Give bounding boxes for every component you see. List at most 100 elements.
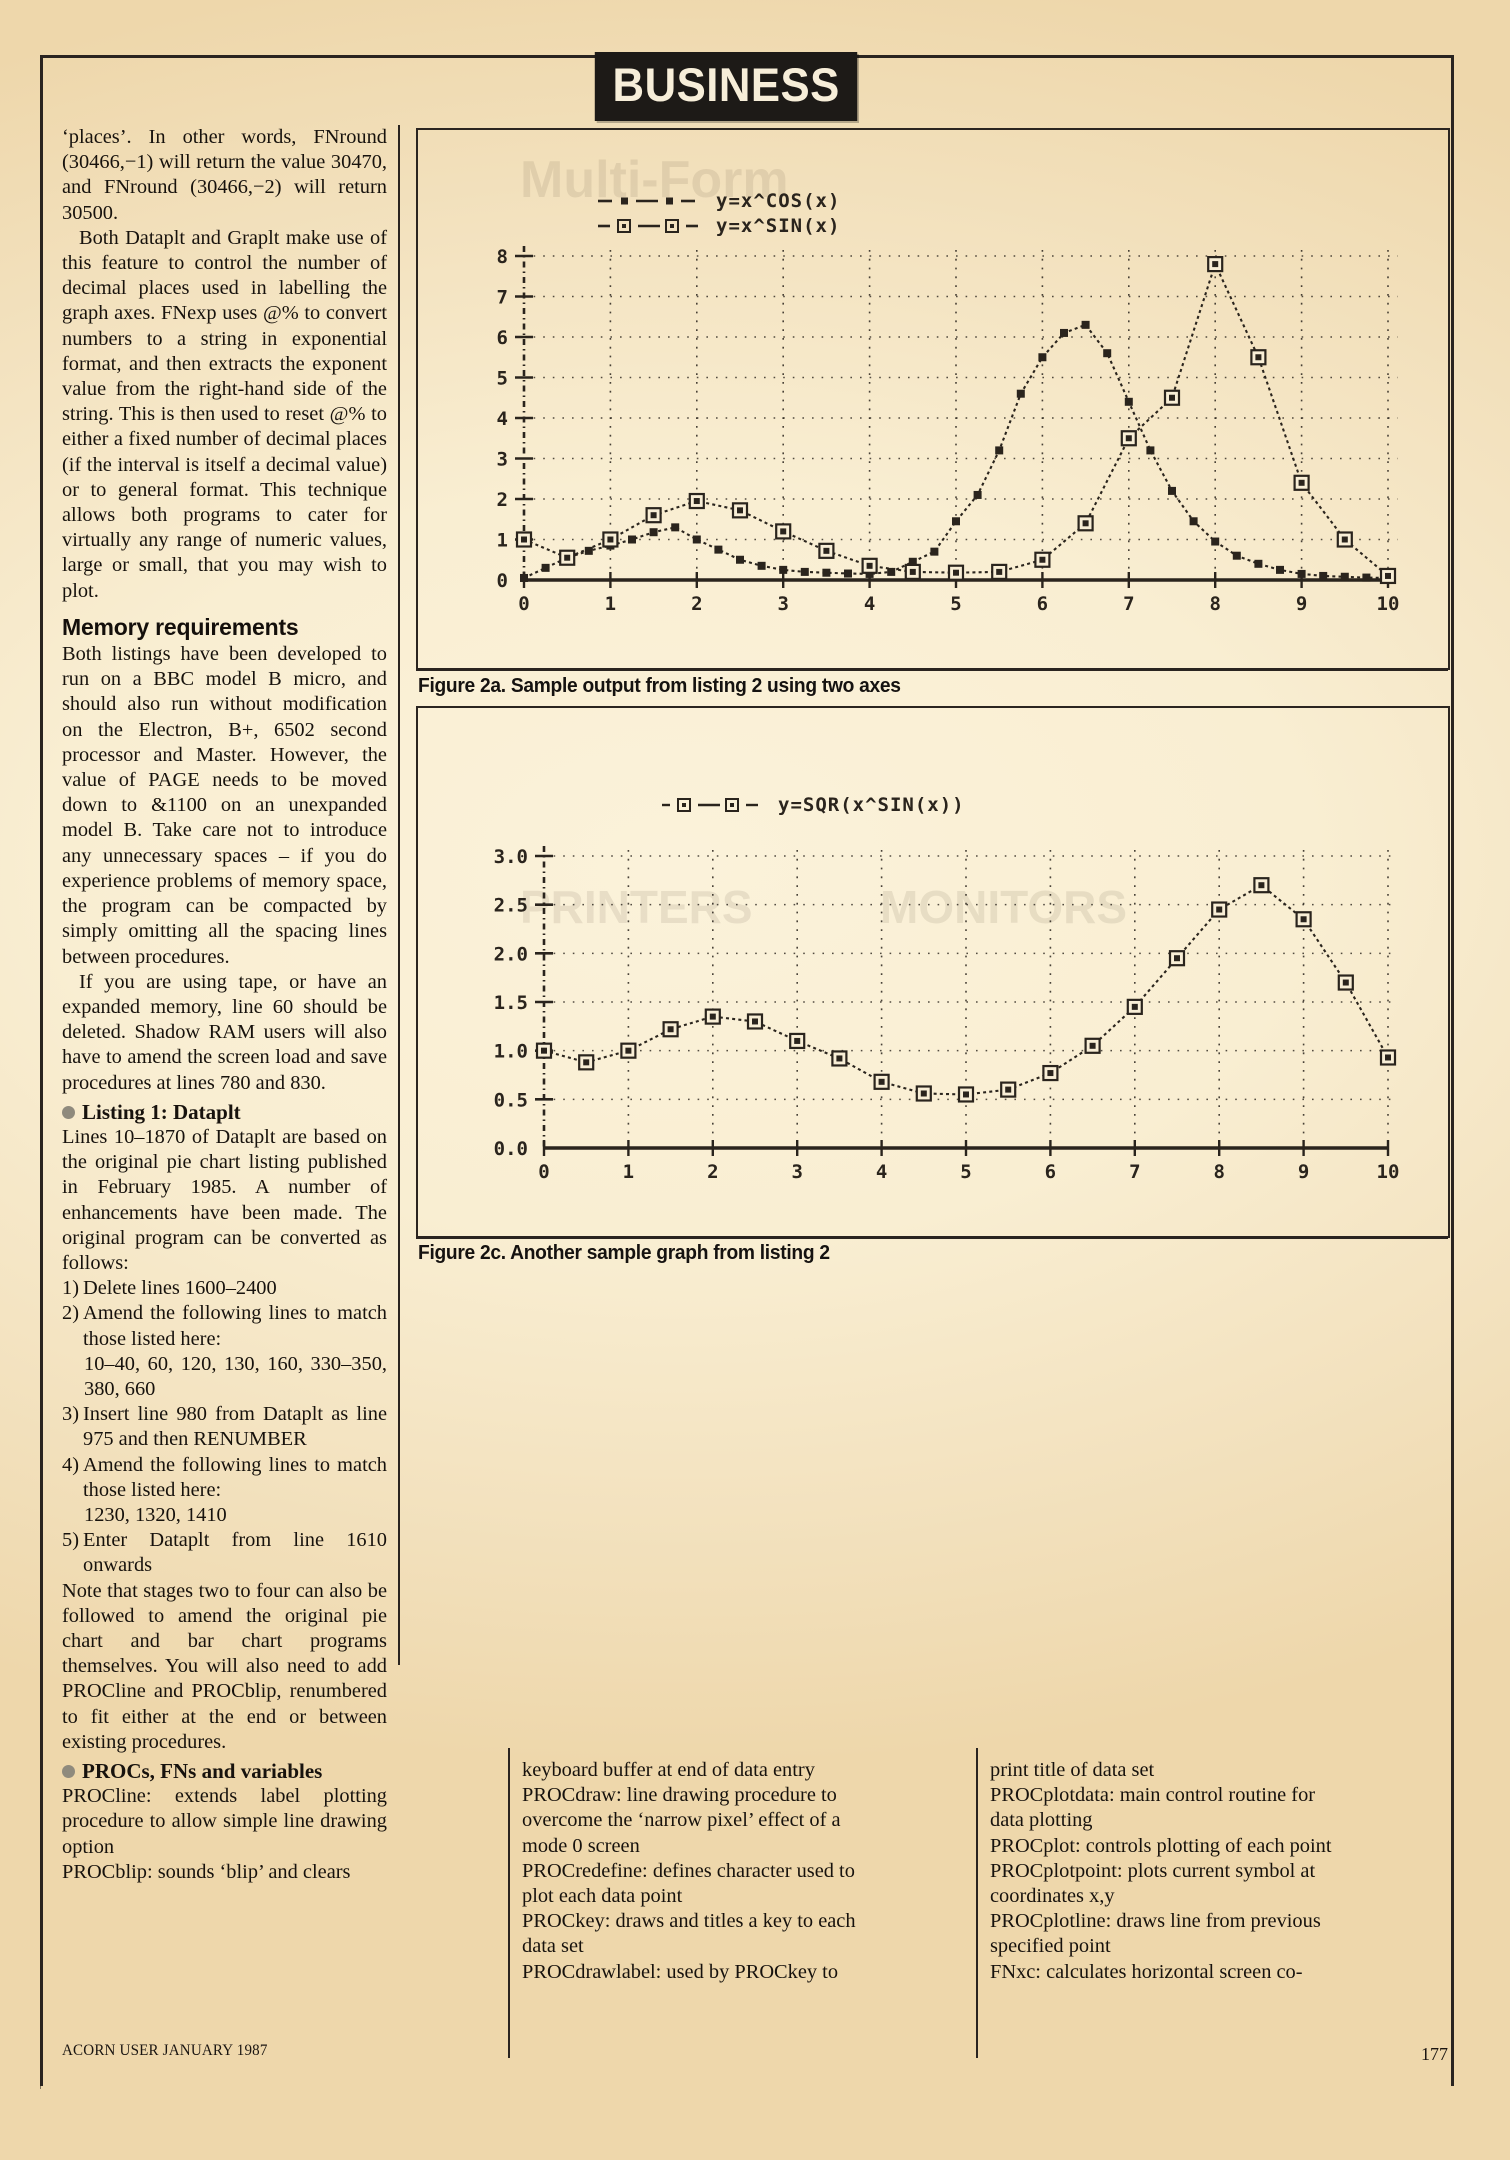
svg-text:8: 8 [497,246,508,268]
svg-text:0.0: 0.0 [494,1138,528,1160]
svg-text:4: 4 [497,408,508,430]
text-line: print title of data set [990,1759,1155,1781]
text-line: keyboard buffer at end of data entry [522,1759,815,1781]
figure-2c-plot: 0.0 0.5 1.0 1.5 2.0 2.5 3.0 0 1 2 3 4 5 6 7 8 9 10 [494,846,1400,1183]
svg-text:10: 10 [1377,1161,1400,1183]
paragraph: PROCline: extends label plotting procedu… [62,1785,387,1883]
heading-listing-1-label: Listing 1: Dataplt [82,1099,241,1124]
heading-listing-1: Listing 1: Dataplt [62,1100,387,1125]
svg-text:1.5: 1.5 [494,992,528,1014]
paragraph: Both Dataplt and Graplt make use of this… [62,226,387,602]
list-item: 5) Enter Dataplt from line 1610 onwards [62,1528,387,1578]
svg-text:2: 2 [707,1161,718,1183]
svg-text:0: 0 [497,570,508,592]
svg-text:1: 1 [605,593,616,615]
list-item-text: Amend the following lines to match those… [83,1453,387,1501]
list-item-number: 3) [62,1403,79,1426]
text-line: PROCdraw: line drawing procedure to [522,1784,837,1807]
page-masthead-title: BUSINESS [594,52,858,121]
list-item: 3) Insert line 980 from Dataplt as line … [62,1402,387,1452]
list-item: 1) Delete lines 1600–2400 [62,1276,387,1301]
paragraph: If you are using tape, or have an expand… [62,970,387,1094]
paragraph: Lines 10–1870 of Dataplt are based on th… [62,1125,387,1274]
svg-text:9: 9 [1298,1161,1309,1183]
svg-text:5: 5 [960,1161,971,1183]
list-item-number: 5) [62,1529,79,1552]
column-rule-right [976,1748,978,2058]
list-item-number: 1) [62,1277,79,1300]
text-line: data plotting [990,1809,1093,1832]
text-line: PROCplotline: draws line from previous [990,1910,1321,1933]
text-line: PROCdrawlabel: used by PROCkey to [522,1960,839,1983]
list-item-number: 4) [62,1453,79,1476]
list-item-text: Enter Dataplt from line 1610 onwards [83,1529,387,1577]
text-line: PROCredefine: defines character used to [522,1859,855,1882]
svg-text:2.0: 2.0 [494,943,528,965]
column-rule-left [398,125,400,1665]
svg-text:2: 2 [497,489,508,511]
legend-label-sin: y=x^SIN(x) [716,215,841,237]
svg-text:3: 3 [777,593,788,615]
text-line: coordinates x,y [990,1885,1115,1908]
svg-text:0: 0 [538,1161,549,1183]
text-line: PROCplotdata: main control routine for [990,1784,1316,1807]
text-line: FNxc: calculates horizontal screen co- [990,1960,1303,1983]
svg-text:0.5: 0.5 [494,1089,528,1111]
text-line: plot each data point [522,1885,683,1908]
svg-text:10: 10 [1377,593,1400,615]
svg-text:7: 7 [497,287,508,309]
text-line: specified point [990,1935,1111,1958]
paragraph: ‘places’. In other words, FNround (30466… [62,126,387,224]
svg-text:3.0: 3.0 [494,846,528,868]
text-line: PROCplotpoint: plots current symbol at [990,1859,1316,1882]
svg-text:5: 5 [950,593,961,615]
paragraph: Note that stages two to four can also be… [62,1579,387,1753]
legend-label-sqr: y=SQR(x^SIN(x)) [778,794,965,816]
list-item-number: 2) [62,1302,79,1325]
legend-line-sample-sqr [662,798,758,812]
svg-text:2: 2 [691,593,702,615]
column-rule-mid [508,1748,510,2058]
conversion-steps-list: 1) Delete lines 1600–2400 2) Amend the f… [62,1276,387,1578]
list-item: 4) Amend the following lines to match th… [62,1453,387,1503]
list-item-sub: 10–40, 60, 120, 130, 160, 330–350, 380, … [62,1352,387,1402]
heading-procs-fns-variables: PROCs, FNs and variables [62,1759,387,1784]
svg-text:3: 3 [497,449,508,471]
svg-text:0: 0 [518,593,529,615]
figure-2c-caption-underline [416,1236,1448,1239]
list-item-text: Delete lines 1600–2400 [83,1277,277,1300]
list-item-sub: 1230, 1320, 1410 [62,1503,387,1528]
text-line: PROCplot: controls plotting of each poin… [990,1834,1332,1857]
svg-text:6: 6 [1045,1161,1056,1183]
svg-text:7: 7 [1123,593,1134,615]
svg-text:3: 3 [791,1161,802,1183]
figure-2c-caption: Figure 2c. Another sample graph from lis… [418,1242,830,1264]
svg-text:4: 4 [876,1161,887,1183]
figure-2a-chart: y=x^COS(x) y=x^SIN(x) 0 1 2 3 4 5 6 7 8 0 1 2 3 4 5 6 7 8… [416,128,1446,666]
svg-text:4: 4 [864,593,875,615]
figure-2c-chart: y=SQR(x^SIN(x)) 0.0 0.5 1.0 1.5 2.0 2.5 3.0 0 1 2… [416,706,1446,1234]
list-item-subtext: 10–40, 60, 120, 130, 160, 330–350, 380, … [84,1352,387,1400]
svg-text:9: 9 [1296,593,1307,615]
svg-text:6: 6 [497,327,508,349]
legend-line-sample-cos [598,197,695,205]
figure-2c-legend: y=SQR(x^SIN(x)) [658,794,965,816]
figure-2a-legend: y=x^COS(x) y=x^SIN(x) [596,190,840,237]
text-line: PROCkey: draws and titles a key to each [522,1910,856,1933]
bottom-column-2: print title of data set PROCplotdata: ma… [990,1758,1438,1985]
text-line: mode 0 screen [522,1834,640,1857]
list-item-subtext: 1230, 1320, 1410 [84,1503,227,1526]
text-line: overcome the ‘narrow pixel’ effect of a [522,1809,841,1832]
footer-page-number: 177 [1421,2044,1448,2064]
text-line: data set [522,1935,584,1958]
svg-text:6: 6 [1037,593,1048,615]
svg-text:1: 1 [623,1161,634,1183]
figure-2a-caption-underline [416,668,1448,671]
left-column-body: ‘places’. In other words, FNround (30466… [62,125,387,1885]
bullet-dot-icon [62,1765,75,1778]
svg-text:2.5: 2.5 [494,895,528,917]
svg-text:8: 8 [1209,593,1220,615]
heading-memory-requirements: Memory requirements [62,613,299,640]
bottom-column-1: keyboard buffer at end of data entry PRO… [522,1758,962,1985]
svg-text:7: 7 [1129,1161,1140,1183]
